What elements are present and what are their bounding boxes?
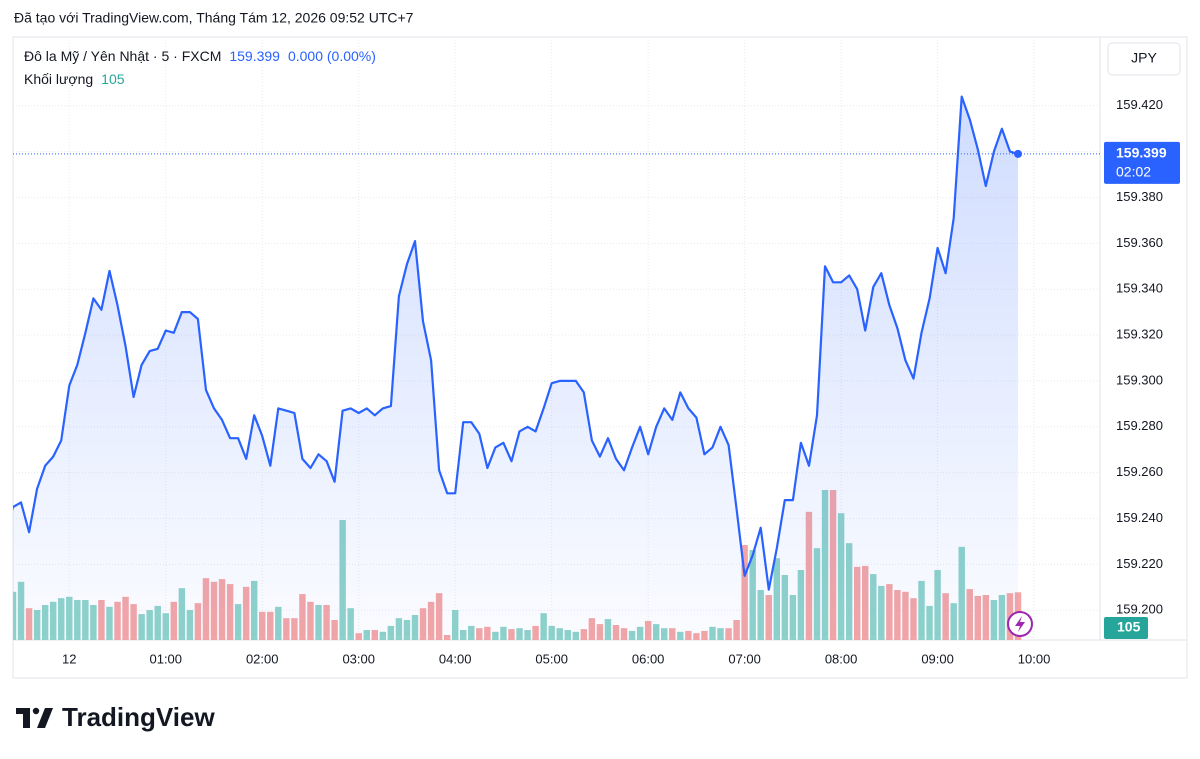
price bbox=[13, 95, 1019, 640]
axes: 159.200 159.220 159.240 159.260 159.280 159.3… bbox=[13, 97, 1180, 666]
price-badge bbox=[1104, 141, 1180, 184]
alert-icon[interactable] bbox=[1007, 611, 1033, 637]
created-by: Đã tạo với TradingView.com, Tháng Tám 12… bbox=[14, 10, 414, 26]
price-line bbox=[13, 95, 1019, 591]
y-tick-label: 159.340 bbox=[1116, 281, 1163, 296]
price-area bbox=[13, 96, 1018, 640]
y-tick-label: 159.420 bbox=[1116, 97, 1163, 112]
brand: TradingView bbox=[62, 702, 215, 732]
frame bbox=[12, 36, 1188, 679]
y-tick-label: 159.300 bbox=[1116, 372, 1163, 387]
volume-title: Khối lượng bbox=[24, 71, 93, 87]
x-tick-label: 07:00 bbox=[728, 651, 761, 666]
x-tick-label: 02:00 bbox=[246, 651, 279, 666]
x-tick-label: 06:00 bbox=[632, 651, 665, 666]
y-tick-label: 159.220 bbox=[1116, 556, 1163, 571]
last-point bbox=[1013, 149, 1022, 158]
volume-legend: Khối lượng 105 bbox=[24, 71, 125, 87]
countdown: 02:02 bbox=[1116, 164, 1151, 180]
y-tick-label: 159.380 bbox=[1116, 189, 1163, 204]
change: 0.000 (0.00%) bbox=[288, 48, 376, 64]
currency-button[interactable] bbox=[1107, 42, 1181, 76]
x-tick-label: 12 bbox=[62, 651, 76, 666]
volume-bar bbox=[2, 578, 8, 640]
x-tick-label: 01:00 bbox=[149, 651, 182, 666]
x-tick-label: 10:00 bbox=[1018, 651, 1051, 666]
y-tick-label: 159.320 bbox=[1116, 326, 1163, 341]
x-tick-label: 03:00 bbox=[342, 651, 375, 666]
legend: Đô la Mỹ / Yên Nhật · 5 · FXCM 159.399 0.0… bbox=[24, 48, 376, 64]
y-tick-label: 159.280 bbox=[1116, 418, 1163, 433]
x-tick-label: 05:00 bbox=[535, 651, 568, 666]
brand-logo bbox=[16, 707, 53, 728]
x-tick-label: 09:00 bbox=[921, 651, 954, 666]
last-price: 159.399 bbox=[229, 48, 280, 64]
y-tick-label: 159.360 bbox=[1116, 235, 1163, 250]
price-badge-label: 159.399 bbox=[1116, 145, 1167, 161]
y-tick-label: 159.200 bbox=[1116, 602, 1163, 617]
x-tick-label: 04:00 bbox=[439, 651, 472, 666]
x-tick-label: 08:00 bbox=[825, 651, 858, 666]
y-tick-label: 159.240 bbox=[1116, 510, 1163, 525]
volume-badge-label: 105 bbox=[1117, 619, 1141, 635]
currency[interactable]: JPY bbox=[1131, 50, 1157, 66]
volume-last: 105 bbox=[101, 71, 125, 87]
volume-badge bbox=[1104, 617, 1148, 639]
symbol: Đô la Mỹ / Yên Nhật · 5 · FXCM bbox=[24, 48, 221, 64]
y-tick-label: 159.260 bbox=[1116, 464, 1163, 479]
